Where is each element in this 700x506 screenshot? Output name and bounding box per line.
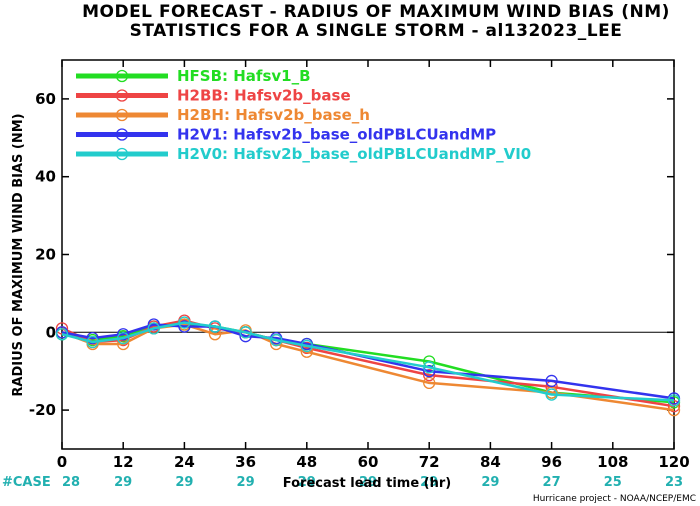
data-point [423,361,436,374]
legend-swatch-marker [115,69,129,83]
data-point [239,326,252,339]
case-count-row: #CASE 28 29 29 29 29 29 29 29 27 25 23 [2,475,683,490]
x-axis-label: Forecast lead time (hr) [283,476,451,491]
y-tick-label: 0 [46,323,56,341]
data-point [270,333,283,347]
x-tick-label: 36 [235,453,256,471]
y-tick-label: 20 [35,246,56,264]
y-axis-label: RADIUS OF MAXIMUM WIND BIAS (NM) [11,113,26,396]
case-count: 23 [665,475,683,490]
x-tick-label: 0 [57,453,67,471]
data-point [667,403,681,417]
data-point [423,376,436,390]
data-point [423,365,436,378]
data-point [147,322,160,335]
case-count: 27 [543,475,561,490]
credit-text: Hurricane project - NOAA/NCEP/EMC [533,494,696,504]
x-tick-label: 60 [358,453,379,471]
x-tick-label: 48 [296,453,317,471]
series-line [61,323,675,412]
x-tick-label: 24 [174,453,195,471]
y-tick-label: 40 [35,168,56,186]
x-tick-label: 96 [541,453,562,471]
data-point [117,331,130,345]
case-count: 29 [237,475,255,490]
case-count: 29 [298,475,316,490]
series-group [55,318,681,417]
data-point [86,331,99,345]
x-tick-label: 108 [597,453,628,471]
chart-title: MODEL FORECAST - RADIUS OF MAXIMUM WIND … [82,2,670,22]
legend-entry-label: HFSB: Hafsv1_B [177,67,311,85]
data-point [86,335,99,349]
y-tick-label: -20 [29,401,56,419]
case-count: 29 [114,475,132,490]
y-axis-ticks: -20 0 20 40 60 [29,90,674,419]
data-point [239,330,252,343]
y-tick-label: 60 [35,90,56,108]
data-point [55,322,69,335]
data-point [545,388,558,401]
legend-swatch-marker [115,128,129,141]
data-point [423,368,436,382]
data-point [667,400,681,413]
x-tick-label: 12 [113,453,134,471]
data-point [545,374,558,388]
legend-entry-label: H2V0: Hafsv2b_base_oldPBLCUandMP_VI0 [177,145,531,163]
case-count: 29 [359,475,377,490]
legend-entry-label: H2BH: Hafsv2b_base_h [177,106,370,124]
legend-swatch-marker [115,89,129,102]
x-tick-label: 84 [480,453,501,471]
x-tick-label: 120 [658,453,689,471]
case-count: 29 [481,475,499,490]
x-tick-label: 72 [419,453,440,471]
case-count: 28 [62,475,80,490]
data-point [208,320,222,333]
data-point [147,318,160,331]
case-count: 29 [420,475,438,490]
legend-entry-label: H2BB: Hafsv2b_base [177,87,351,105]
data-point [300,339,313,353]
legend-entry-label: H2V1: Hafsv2b_base_oldPBLCUandMP [177,126,496,144]
series-group [55,316,681,407]
data-point [117,328,130,341]
case-count: 25 [604,475,622,490]
case-count: 29 [175,475,193,490]
legend-swatch-marker [115,108,129,122]
x-axis-ticks: 0 12 24 36 48 60 72 84 96 108 120 [57,60,690,471]
chart-subtitle: STATISTICS FOR A SINGLE STORM - al132023… [130,21,623,41]
data-point [178,320,191,333]
data-point [55,328,69,341]
data-point [667,394,681,407]
legend-swatch-marker [115,147,129,161]
data-point [208,328,222,341]
data-point [178,316,191,329]
case-header-label: #CASE [2,475,51,490]
series-layer [55,314,681,417]
